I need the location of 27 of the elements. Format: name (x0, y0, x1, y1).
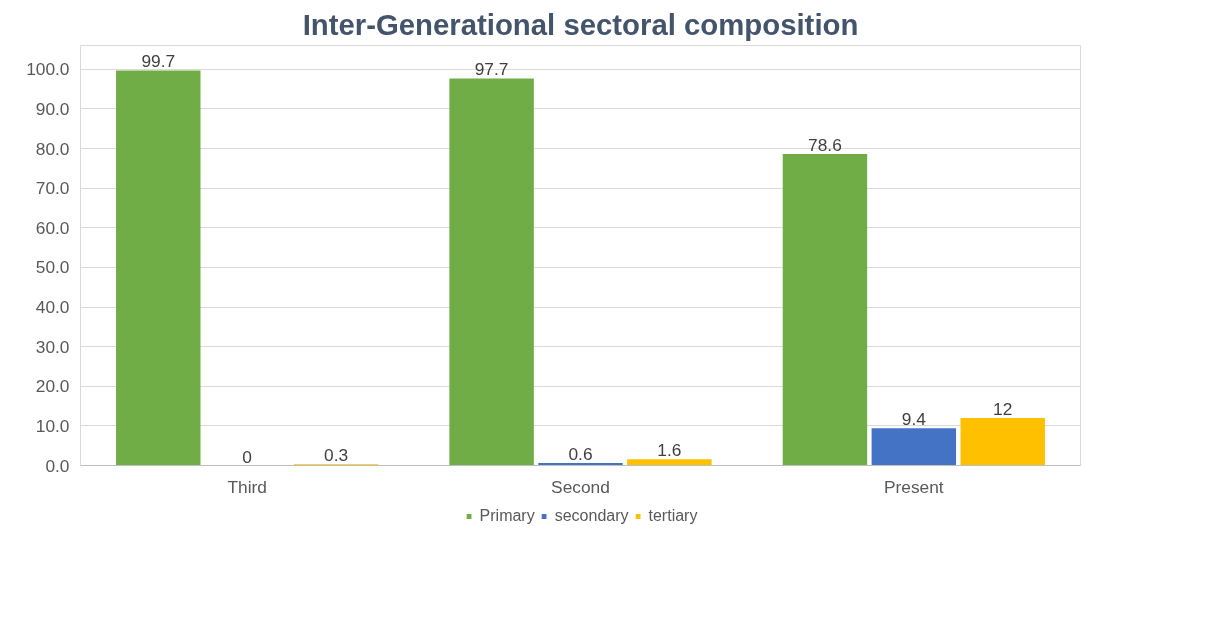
legend-label: Primary (479, 507, 535, 525)
y-tick-label: 0.0 (45, 455, 70, 476)
y-tick-label: 10.0 (35, 415, 70, 436)
y-tick-label: 70.0 (35, 178, 70, 199)
data-label: 12 (993, 398, 1013, 419)
data-label: 0.3 (324, 445, 349, 466)
y-tick-label: 60.0 (35, 217, 70, 238)
data-label: 97.7 (474, 59, 509, 80)
y-tick-label: 20.0 (35, 376, 70, 397)
y-tick-label: 100.0 (26, 59, 70, 80)
y-tick-label: 50.0 (35, 257, 70, 278)
data-label: 1.6 (657, 440, 682, 461)
legend-label: tertiary (648, 507, 698, 525)
y-tick-label: 90.0 (35, 98, 70, 119)
y-tick-label: 30.0 (35, 336, 70, 357)
chart-title: Inter-Generational sectoral composition (302, 7, 859, 41)
x-tick-label: Present (883, 476, 944, 497)
data-label: 78.6 (808, 135, 842, 156)
data-label: 99.7 (141, 51, 176, 72)
x-tick-label: Second (551, 476, 610, 497)
x-tick-label: Third (227, 476, 267, 497)
data-label: 9.4 (901, 409, 927, 430)
legend-label: secondary (554, 507, 629, 525)
data-label: 0.6 (568, 444, 593, 465)
y-tick-label: 80.0 (35, 138, 70, 159)
y-tick-label: 40.0 (35, 297, 70, 318)
data-label: 0 (242, 446, 252, 467)
